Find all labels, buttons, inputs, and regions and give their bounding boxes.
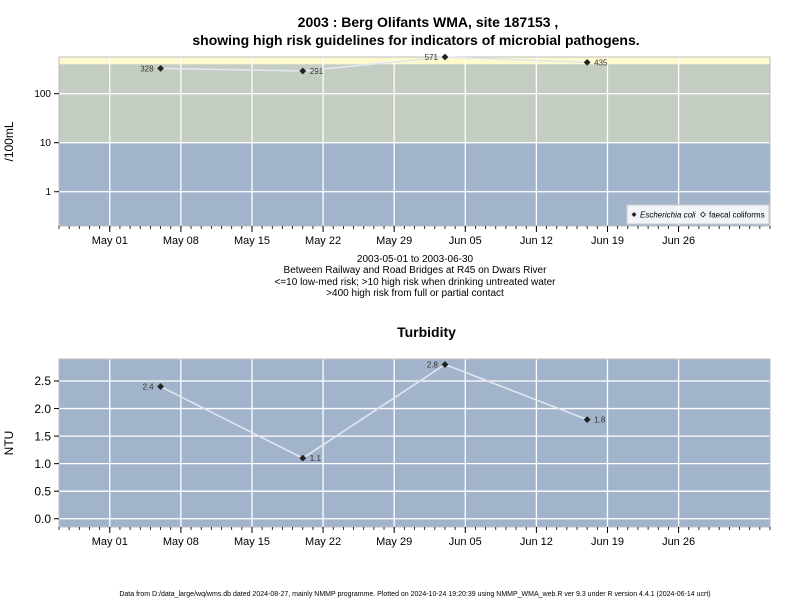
- series-line: [160, 56, 588, 72]
- data-point: [583, 416, 591, 423]
- figure-title-line-2: showing high risk guidelines for indicat…: [192, 32, 639, 48]
- legend-marker-faecal: [699, 211, 707, 218]
- footer-note: Data from D:/data_large/wq/wms.db dated …: [119, 591, 710, 598]
- caption-risk-drinking: <=10 low-med risk; >10 high risk when dr…: [275, 277, 557, 288]
- data-point: [157, 383, 164, 390]
- x-tick-label: May 15: [234, 536, 270, 548]
- risk-band-1: [59, 64, 770, 143]
- panel-title: Turbidity: [397, 324, 456, 340]
- caption-date-range: 2003-05-01 to 2003-06-30: [357, 254, 474, 265]
- data-point: [299, 67, 307, 75]
- data-label: 571: [425, 53, 439, 62]
- x-tick-label: May 22: [305, 235, 341, 247]
- data-point: [441, 53, 449, 61]
- x-tick-label: May 22: [305, 536, 341, 548]
- y-tick-label: 0.0: [34, 512, 51, 526]
- x-tick-label: Jun 05: [449, 536, 482, 548]
- data-point: [583, 58, 591, 66]
- turbidity-chart: 0.0 0.5 1.0 1.5 2.0 2.5 May 01 May 08 May 15 May …: [2, 324, 771, 548]
- data-label: 2.8: [427, 361, 439, 370]
- legend-label-faecal: faecal coliforms: [709, 211, 765, 220]
- data-point: [157, 64, 164, 72]
- y-axis-label: /100mL: [2, 121, 16, 161]
- microbial-chart: 1 10 100 May 01 May 08 May 15 May 22 May 29 Jun …: [2, 53, 771, 247]
- legend: Escherichia coli faecal coliforms: [626, 204, 770, 225]
- x-tick-label: Jun 19: [591, 536, 624, 548]
- data-label: 291: [310, 67, 324, 76]
- y-tick-label: 100: [34, 89, 51, 100]
- plot-background: [59, 359, 770, 527]
- x-tick-label: May 29: [376, 536, 412, 548]
- data-label: 1.8: [594, 416, 606, 425]
- x-tick-label: May 15: [234, 235, 270, 247]
- data-label: 435: [594, 58, 608, 67]
- data-label: 2.4: [142, 383, 154, 392]
- x-tick-label: May 29: [376, 235, 412, 247]
- caption-risk-contact: >400 high risk from full or partial cont…: [326, 288, 504, 299]
- legend-box: [626, 204, 770, 225]
- y-tick-label: 0.5: [34, 484, 51, 498]
- y-tick-label: 1.0: [34, 457, 51, 471]
- figure-title-line-1: 2003 : Berg Olifants WMA, site 187153 ,: [298, 14, 559, 30]
- y-tick-label: 2.0: [34, 402, 51, 416]
- data-point: [441, 361, 449, 368]
- series-line: [160, 363, 588, 460]
- x-tick-label: Jun 26: [662, 235, 695, 247]
- caption-site: Between Railway and Road Bridges at R45 …: [284, 265, 548, 276]
- x-tick-label: Jun 26: [662, 536, 695, 548]
- y-tick-label: 1.5: [34, 429, 51, 443]
- data-point: [299, 454, 307, 462]
- x-tick-label: Jun 05: [449, 235, 482, 247]
- x-tick-label: Jun 19: [591, 235, 624, 247]
- x-tick-label: May 08: [163, 536, 199, 548]
- x-tick-label: May 01: [92, 536, 128, 548]
- y-tick-label: 1: [45, 187, 51, 198]
- data-label: 1.1: [310, 454, 322, 463]
- data-label: 328: [140, 64, 154, 73]
- x-tick-label: Jun 12: [520, 536, 553, 548]
- y-axis-label: NTU: [2, 431, 16, 456]
- legend-marker-ecoli: [631, 212, 637, 217]
- x-tick-label: May 01: [92, 235, 128, 247]
- legend-label-ecoli: Escherichia coli: [640, 211, 696, 220]
- x-tick-label: Jun 12: [520, 235, 553, 247]
- y-tick-label: 2.5: [34, 374, 51, 388]
- x-tick-label: May 08: [163, 235, 199, 247]
- y-tick-label: 10: [40, 138, 52, 149]
